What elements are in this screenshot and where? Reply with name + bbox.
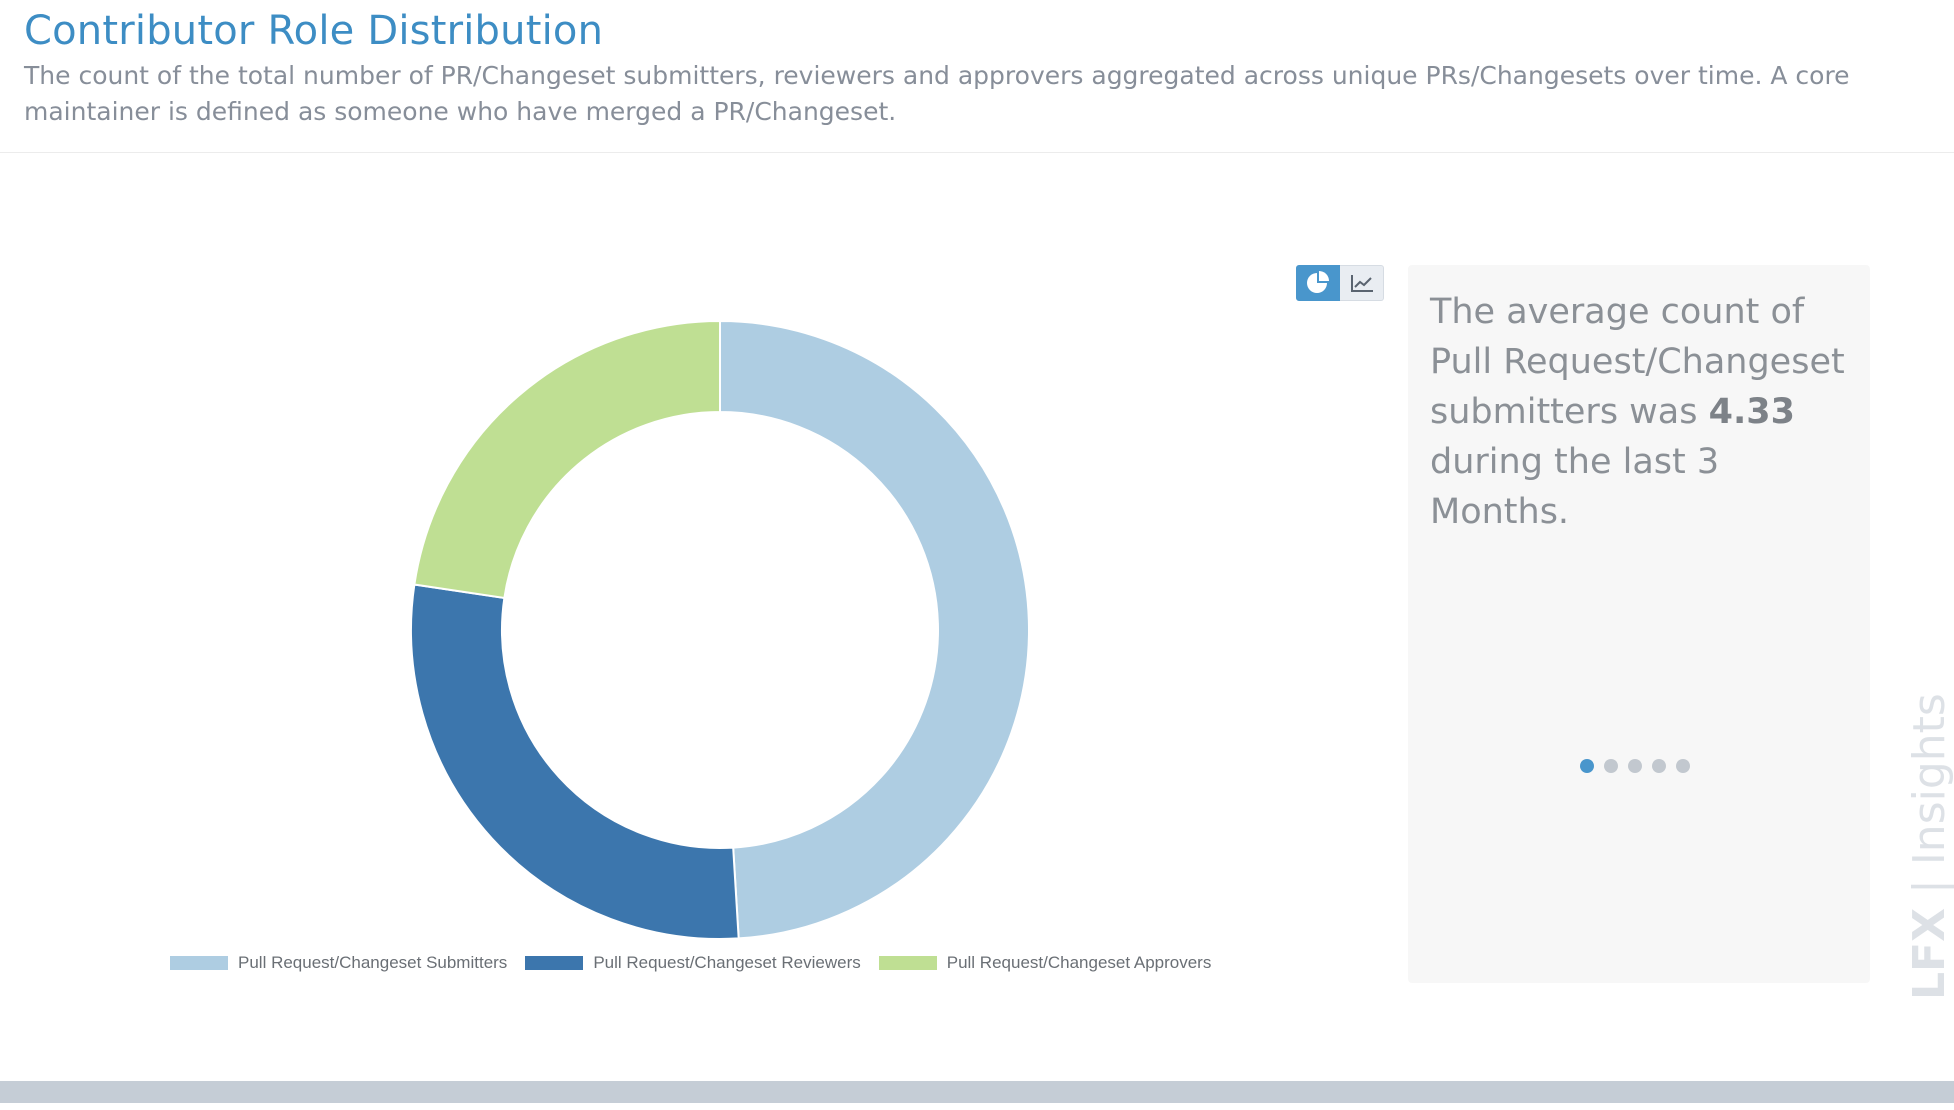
line-chart-icon	[1350, 275, 1373, 292]
pie-chart-icon	[1307, 271, 1329, 293]
legend-swatch	[878, 956, 937, 970]
page-title: Contributor Role Distribution	[24, 8, 604, 54]
pagination-dot[interactable]	[1604, 759, 1618, 773]
pagination-dot[interactable]	[1628, 759, 1642, 773]
chart-legend: Pull Request/Changeset Submitters Pull Re…	[170, 948, 1211, 978]
lfx-insights-watermark: LFX | Insights	[1904, 693, 1954, 1000]
donut-slice-1[interactable]	[410, 583, 740, 940]
header: Contributor Role Distribution The count …	[0, 0, 1954, 153]
donut-chart	[410, 319, 1030, 940]
insight-pagination	[1580, 759, 1690, 773]
insight-text: The average count of Pull Request/Change…	[1430, 287, 1850, 537]
legend-swatch	[170, 956, 228, 970]
donut-slice-0[interactable]	[719, 319, 1030, 940]
pagination-dot[interactable]	[1580, 759, 1594, 773]
donut-slice-2[interactable]	[413, 319, 721, 600]
legend-label: Pull Request/Changeset Approvers	[946, 953, 1212, 972]
legend-label: Pull Request/Changeset Submitters	[238, 953, 508, 972]
page-description: The count of the total number of PR/Chan…	[24, 61, 1850, 126]
watermark-brand: LFX	[1904, 907, 1954, 1000]
legend-swatch	[525, 956, 584, 970]
chart-type-toggle	[1296, 265, 1384, 301]
legend-item[interactable]: Pull Request/Changeset Approvers	[878, 953, 1212, 973]
insight-text-after: during the last 3 Months.	[1430, 442, 1720, 532]
footer-bar	[0, 1081, 1954, 1103]
line-view-button[interactable]	[1340, 265, 1384, 301]
pagination-dot[interactable]	[1652, 759, 1666, 773]
legend-item[interactable]: Pull Request/Changeset Reviewers	[525, 953, 861, 973]
legend-label: Pull Request/Changeset Reviewers	[593, 953, 861, 972]
pagination-dot[interactable]	[1676, 759, 1690, 773]
legend-item[interactable]: Pull Request/Changeset Submitters	[170, 953, 507, 973]
insight-value: 4.33	[1708, 392, 1795, 432]
watermark-product: Insights	[1904, 693, 1954, 866]
insight-text-before: The average count of Pull Request/Change…	[1430, 292, 1845, 432]
pie-view-button[interactable]	[1296, 265, 1340, 301]
insight-panel: The average count of Pull Request/Change…	[1408, 265, 1870, 983]
